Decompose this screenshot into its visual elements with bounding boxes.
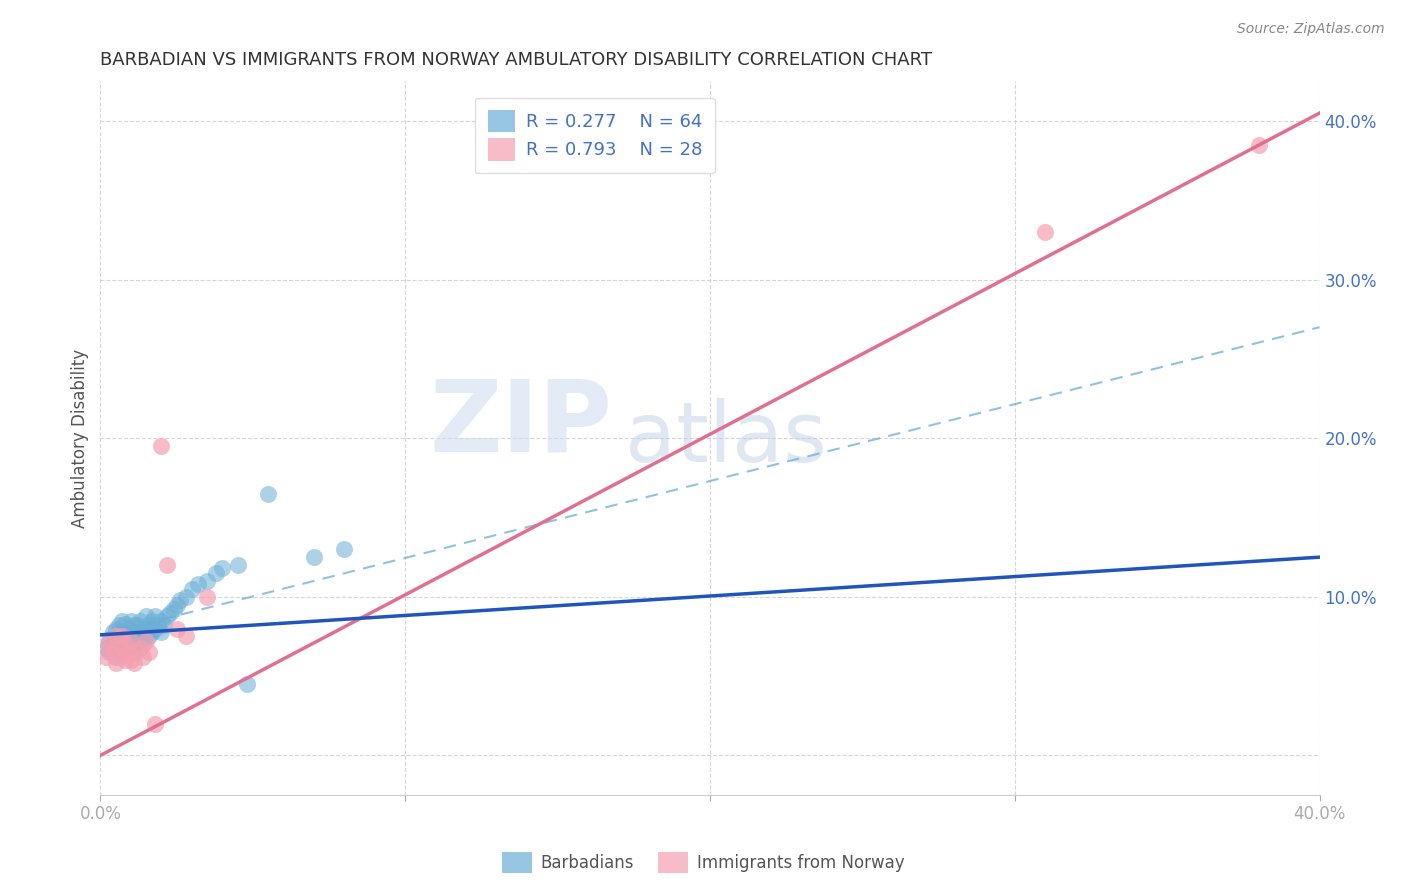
Point xyxy=(120,634,142,648)
Point xyxy=(257,486,280,500)
Point xyxy=(104,650,127,665)
Point xyxy=(125,618,148,632)
Point xyxy=(180,582,202,596)
Point xyxy=(111,614,134,628)
Point xyxy=(117,640,139,655)
Point xyxy=(111,630,134,644)
Point xyxy=(150,624,173,639)
Point xyxy=(114,616,136,631)
Y-axis label: Ambulatory Disability: Ambulatory Disability xyxy=(72,349,89,528)
Legend: R = 0.277    N = 64, R = 0.793    N = 28: R = 0.277 N = 64, R = 0.793 N = 28 xyxy=(475,97,714,173)
Point xyxy=(120,653,142,667)
Point xyxy=(148,618,170,632)
Point xyxy=(96,640,118,655)
Point xyxy=(143,716,166,731)
Point xyxy=(169,593,191,607)
Point xyxy=(195,574,218,588)
Point xyxy=(166,622,188,636)
Text: Source: ZipAtlas.com: Source: ZipAtlas.com xyxy=(1237,22,1385,37)
Point xyxy=(117,622,139,636)
Point xyxy=(141,624,163,639)
Point xyxy=(117,631,139,645)
Point xyxy=(122,618,145,632)
Point xyxy=(333,542,356,557)
Point xyxy=(141,614,163,628)
Point xyxy=(125,645,148,659)
Point xyxy=(187,577,209,591)
Point xyxy=(107,618,129,632)
Point xyxy=(125,630,148,644)
Point xyxy=(166,598,188,612)
Point xyxy=(135,630,157,644)
Point xyxy=(135,622,157,636)
Point xyxy=(120,645,142,659)
Point xyxy=(122,657,145,671)
Point xyxy=(162,602,184,616)
Point xyxy=(135,634,157,648)
Point xyxy=(101,637,124,651)
Point xyxy=(150,614,173,628)
Point xyxy=(138,630,160,644)
Point xyxy=(111,640,134,655)
Point xyxy=(98,640,121,655)
Point xyxy=(132,650,155,665)
Point xyxy=(111,624,134,639)
Point xyxy=(156,608,179,623)
Point xyxy=(302,550,325,565)
Point xyxy=(114,634,136,648)
Point xyxy=(98,645,121,659)
Point xyxy=(174,630,197,644)
Point xyxy=(98,634,121,648)
Point xyxy=(120,614,142,628)
Point xyxy=(98,634,121,648)
Point xyxy=(153,618,176,632)
Point xyxy=(104,630,127,644)
Point xyxy=(107,632,129,647)
Point xyxy=(226,558,249,573)
Point xyxy=(111,645,134,659)
Point xyxy=(159,606,181,620)
Point xyxy=(174,590,197,604)
Point xyxy=(138,618,160,632)
Point xyxy=(104,630,127,644)
Point xyxy=(143,622,166,636)
Point xyxy=(1033,225,1056,239)
Point xyxy=(122,637,145,651)
Point xyxy=(235,677,257,691)
Point xyxy=(104,657,127,671)
Point xyxy=(107,650,129,665)
Point xyxy=(138,645,160,659)
Point xyxy=(129,640,152,655)
Point xyxy=(101,624,124,639)
Point xyxy=(129,624,152,639)
Point xyxy=(114,653,136,667)
Point xyxy=(129,634,152,648)
Point xyxy=(111,637,134,651)
Legend: Barbadians, Immigrants from Norway: Barbadians, Immigrants from Norway xyxy=(495,846,911,880)
Point xyxy=(117,645,139,659)
Point xyxy=(143,608,166,623)
Point xyxy=(156,558,179,573)
Point xyxy=(211,561,233,575)
Point xyxy=(107,640,129,655)
Point xyxy=(96,650,118,665)
Point xyxy=(101,645,124,659)
Point xyxy=(150,439,173,453)
Point xyxy=(120,624,142,639)
Point xyxy=(120,634,142,648)
Point xyxy=(205,566,228,580)
Text: ZIP: ZIP xyxy=(430,376,613,473)
Point xyxy=(114,637,136,651)
Text: BARBADIAN VS IMMIGRANTS FROM NORWAY AMBULATORY DISABILITY CORRELATION CHART: BARBADIAN VS IMMIGRANTS FROM NORWAY AMBU… xyxy=(100,51,932,69)
Point xyxy=(132,622,155,636)
Point xyxy=(129,614,152,628)
Point xyxy=(114,626,136,640)
Point xyxy=(1247,137,1270,152)
Point xyxy=(195,590,218,604)
Point xyxy=(132,637,155,651)
Text: atlas: atlas xyxy=(624,398,827,479)
Point xyxy=(135,608,157,623)
Point xyxy=(104,622,127,636)
Point xyxy=(125,640,148,655)
